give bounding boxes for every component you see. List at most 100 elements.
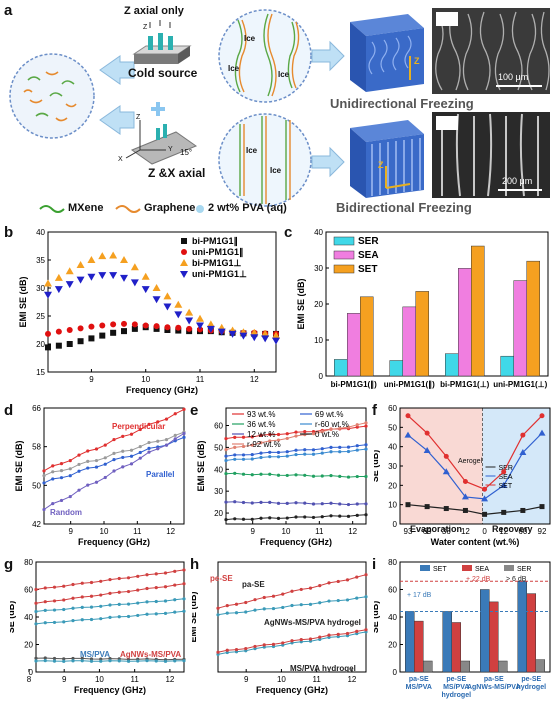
data-point — [272, 331, 280, 339]
axis-z-3: Z — [414, 56, 420, 66]
data-point — [228, 330, 237, 338]
y-tick-label: 0 — [29, 668, 34, 677]
y-tick-label: 20 — [36, 340, 45, 349]
data-point — [120, 274, 128, 282]
data-point — [131, 325, 138, 332]
data-point — [121, 328, 127, 335]
data-point — [206, 325, 215, 333]
legend-swatch — [504, 565, 514, 571]
series-line — [217, 574, 367, 609]
y-axis-label: SE (dB) — [374, 601, 380, 634]
x-tick-label: 12 — [348, 527, 357, 536]
legend-marker — [180, 259, 188, 266]
bar — [334, 359, 348, 377]
legend-label: 93 wt.% — [247, 410, 275, 419]
series-line — [407, 432, 543, 500]
data-point — [110, 329, 117, 336]
data-point — [250, 334, 259, 342]
series-line — [225, 501, 367, 506]
bar — [360, 296, 374, 377]
y-tick-label: 80 — [388, 558, 397, 567]
data-point — [186, 325, 193, 332]
category-label: hydrogel — [441, 692, 471, 699]
data-point — [182, 582, 186, 586]
series-line — [35, 657, 185, 661]
data-point — [130, 279, 139, 287]
data-point — [261, 329, 270, 337]
y-tick-label: 30 — [214, 487, 223, 496]
ice-label-4: Ice — [246, 146, 258, 155]
data-point — [141, 286, 150, 294]
bar — [498, 660, 508, 673]
d-parallel-label: Parallel — [146, 470, 175, 479]
y-tick-label: 20 — [214, 509, 223, 518]
bar — [471, 245, 485, 377]
data-point — [98, 272, 107, 280]
data-point — [216, 613, 220, 617]
h-agnws-hydrogel-label: AgNWs-MS/PVA hydrogel — [264, 618, 361, 627]
panel-letter-e: e — [190, 402, 199, 419]
data-point — [163, 303, 172, 311]
data-point — [224, 518, 228, 522]
y-tick-label: 40 — [24, 613, 33, 622]
x-tick-label: 10 — [277, 675, 286, 684]
series-line — [217, 631, 367, 655]
data-point — [88, 323, 95, 330]
x-tick-label: 11 — [196, 375, 205, 384]
panel-letter-h: h — [190, 556, 200, 573]
legend-label: SEA — [358, 250, 379, 261]
category-label: bi-PM1G1(⊥) — [440, 380, 490, 389]
x-axis-label: Water content (wt.%) — [431, 537, 520, 547]
data-point — [110, 321, 117, 328]
legend-label: uni-PM1G1∥ — [192, 247, 244, 258]
data-point — [76, 261, 85, 269]
y-tick-label: 30 — [314, 264, 323, 273]
data-point — [44, 291, 52, 299]
series-line — [225, 448, 367, 461]
y-tick-label: 30 — [36, 284, 45, 293]
series-line — [43, 431, 185, 477]
bar — [526, 260, 540, 377]
x-tick-label: 9 — [68, 527, 73, 536]
z-axial-only-label: Z axial only — [124, 5, 184, 17]
category-label: hydrogel — [516, 684, 546, 691]
data-point — [224, 458, 228, 463]
legend-pva: 2 wt% PVA (aq) — [208, 202, 287, 214]
data-point — [65, 281, 74, 289]
data-point — [55, 342, 62, 349]
data-point — [130, 263, 139, 271]
data-point — [88, 335, 95, 342]
bar — [460, 660, 470, 673]
data-point — [54, 273, 63, 281]
chart-c: 0 10 20 30 40 EMI SE (dB) bi-PM1G1(∥) uni-PM1G1… — [296, 228, 549, 389]
data-point — [98, 252, 107, 260]
axis-y: Y — [168, 146, 173, 153]
category-label: pe-SE — [521, 676, 541, 683]
chart-h: 9 10 11 12 Frequency (GHz) EMI SE (dB) — [192, 561, 368, 695]
y-tick-label: 40 — [36, 228, 45, 237]
y-tick-label: 15 — [36, 368, 45, 377]
legend-label: SET — [358, 264, 377, 275]
plot-frame — [43, 407, 185, 525]
zx-axial-label: Z &X axial — [148, 166, 206, 180]
h-pa-se-label: pa-SE — [242, 580, 265, 589]
data-point — [54, 286, 63, 294]
bar — [513, 280, 527, 377]
x-tick-label: 11 — [131, 675, 140, 684]
y-tick-label: 40 — [214, 465, 223, 474]
data-point — [109, 251, 118, 259]
data-point — [76, 276, 85, 284]
data-point — [250, 328, 259, 336]
series-line — [225, 444, 367, 457]
dispersion-circle — [9, 53, 95, 139]
bar — [415, 291, 429, 377]
data-point — [66, 327, 73, 333]
g-agnws-label: AgNWs-MS/PVA — [120, 650, 182, 659]
y-axis-label: EMI SE (dB) — [196, 440, 206, 491]
legend-swatch — [333, 236, 355, 246]
bar — [347, 313, 361, 377]
series-line — [407, 415, 543, 490]
legend-mxene: MXene — [68, 202, 104, 214]
bar — [451, 622, 461, 673]
x-tick-label: 93 — [404, 527, 413, 536]
